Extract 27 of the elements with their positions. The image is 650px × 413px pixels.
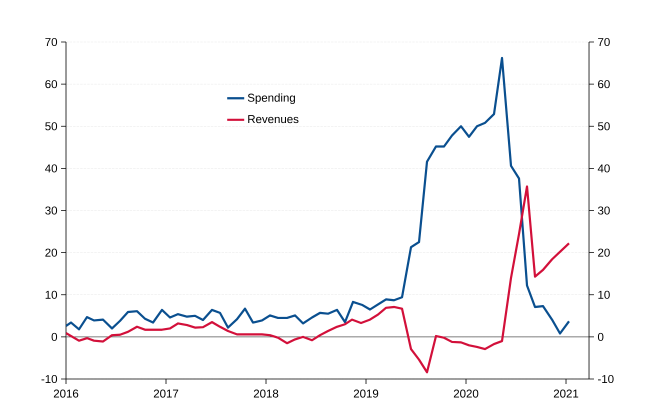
y-tick-label: 50 <box>45 122 58 130</box>
y-tick-label: 60 <box>45 80 58 88</box>
y-tick-label: 20 <box>45 248 58 257</box>
y2-tick-label: 60 <box>598 80 610 88</box>
x-tick-label: 2020 <box>454 390 478 398</box>
y2-tick-label: 0 <box>598 332 604 341</box>
y-tick-label: 10 <box>46 290 58 299</box>
y2-tick-label: 20 <box>598 248 610 257</box>
line-series <box>66 56 570 335</box>
y2-tick-label: 40 <box>598 164 610 172</box>
y-tick-label: -10 <box>41 374 58 384</box>
x-tick-label: 2021 <box>554 390 578 398</box>
y2-tick-label: 30 <box>598 206 610 215</box>
x-tick-label: 2019 <box>354 390 378 398</box>
x-tick-label: 2016 <box>54 390 78 398</box>
x-tick-label: 2018 <box>254 390 278 398</box>
y-tick-label: 70 <box>45 38 58 46</box>
legend-label: Revenues <box>248 115 298 124</box>
y2-tick-label: 10 <box>598 290 610 299</box>
y-tick-label: 0 <box>52 332 58 341</box>
y2-tick-label: 50 <box>598 122 610 130</box>
y2-tick-label: -10 <box>598 374 614 384</box>
legend-label: Spending <box>248 93 295 104</box>
y-tick-label: 30 <box>45 206 58 215</box>
y2-tick-label: 70 <box>598 38 610 46</box>
y-tick-label: 40 <box>45 164 58 172</box>
x-tick-label: 2017 <box>154 390 178 398</box>
